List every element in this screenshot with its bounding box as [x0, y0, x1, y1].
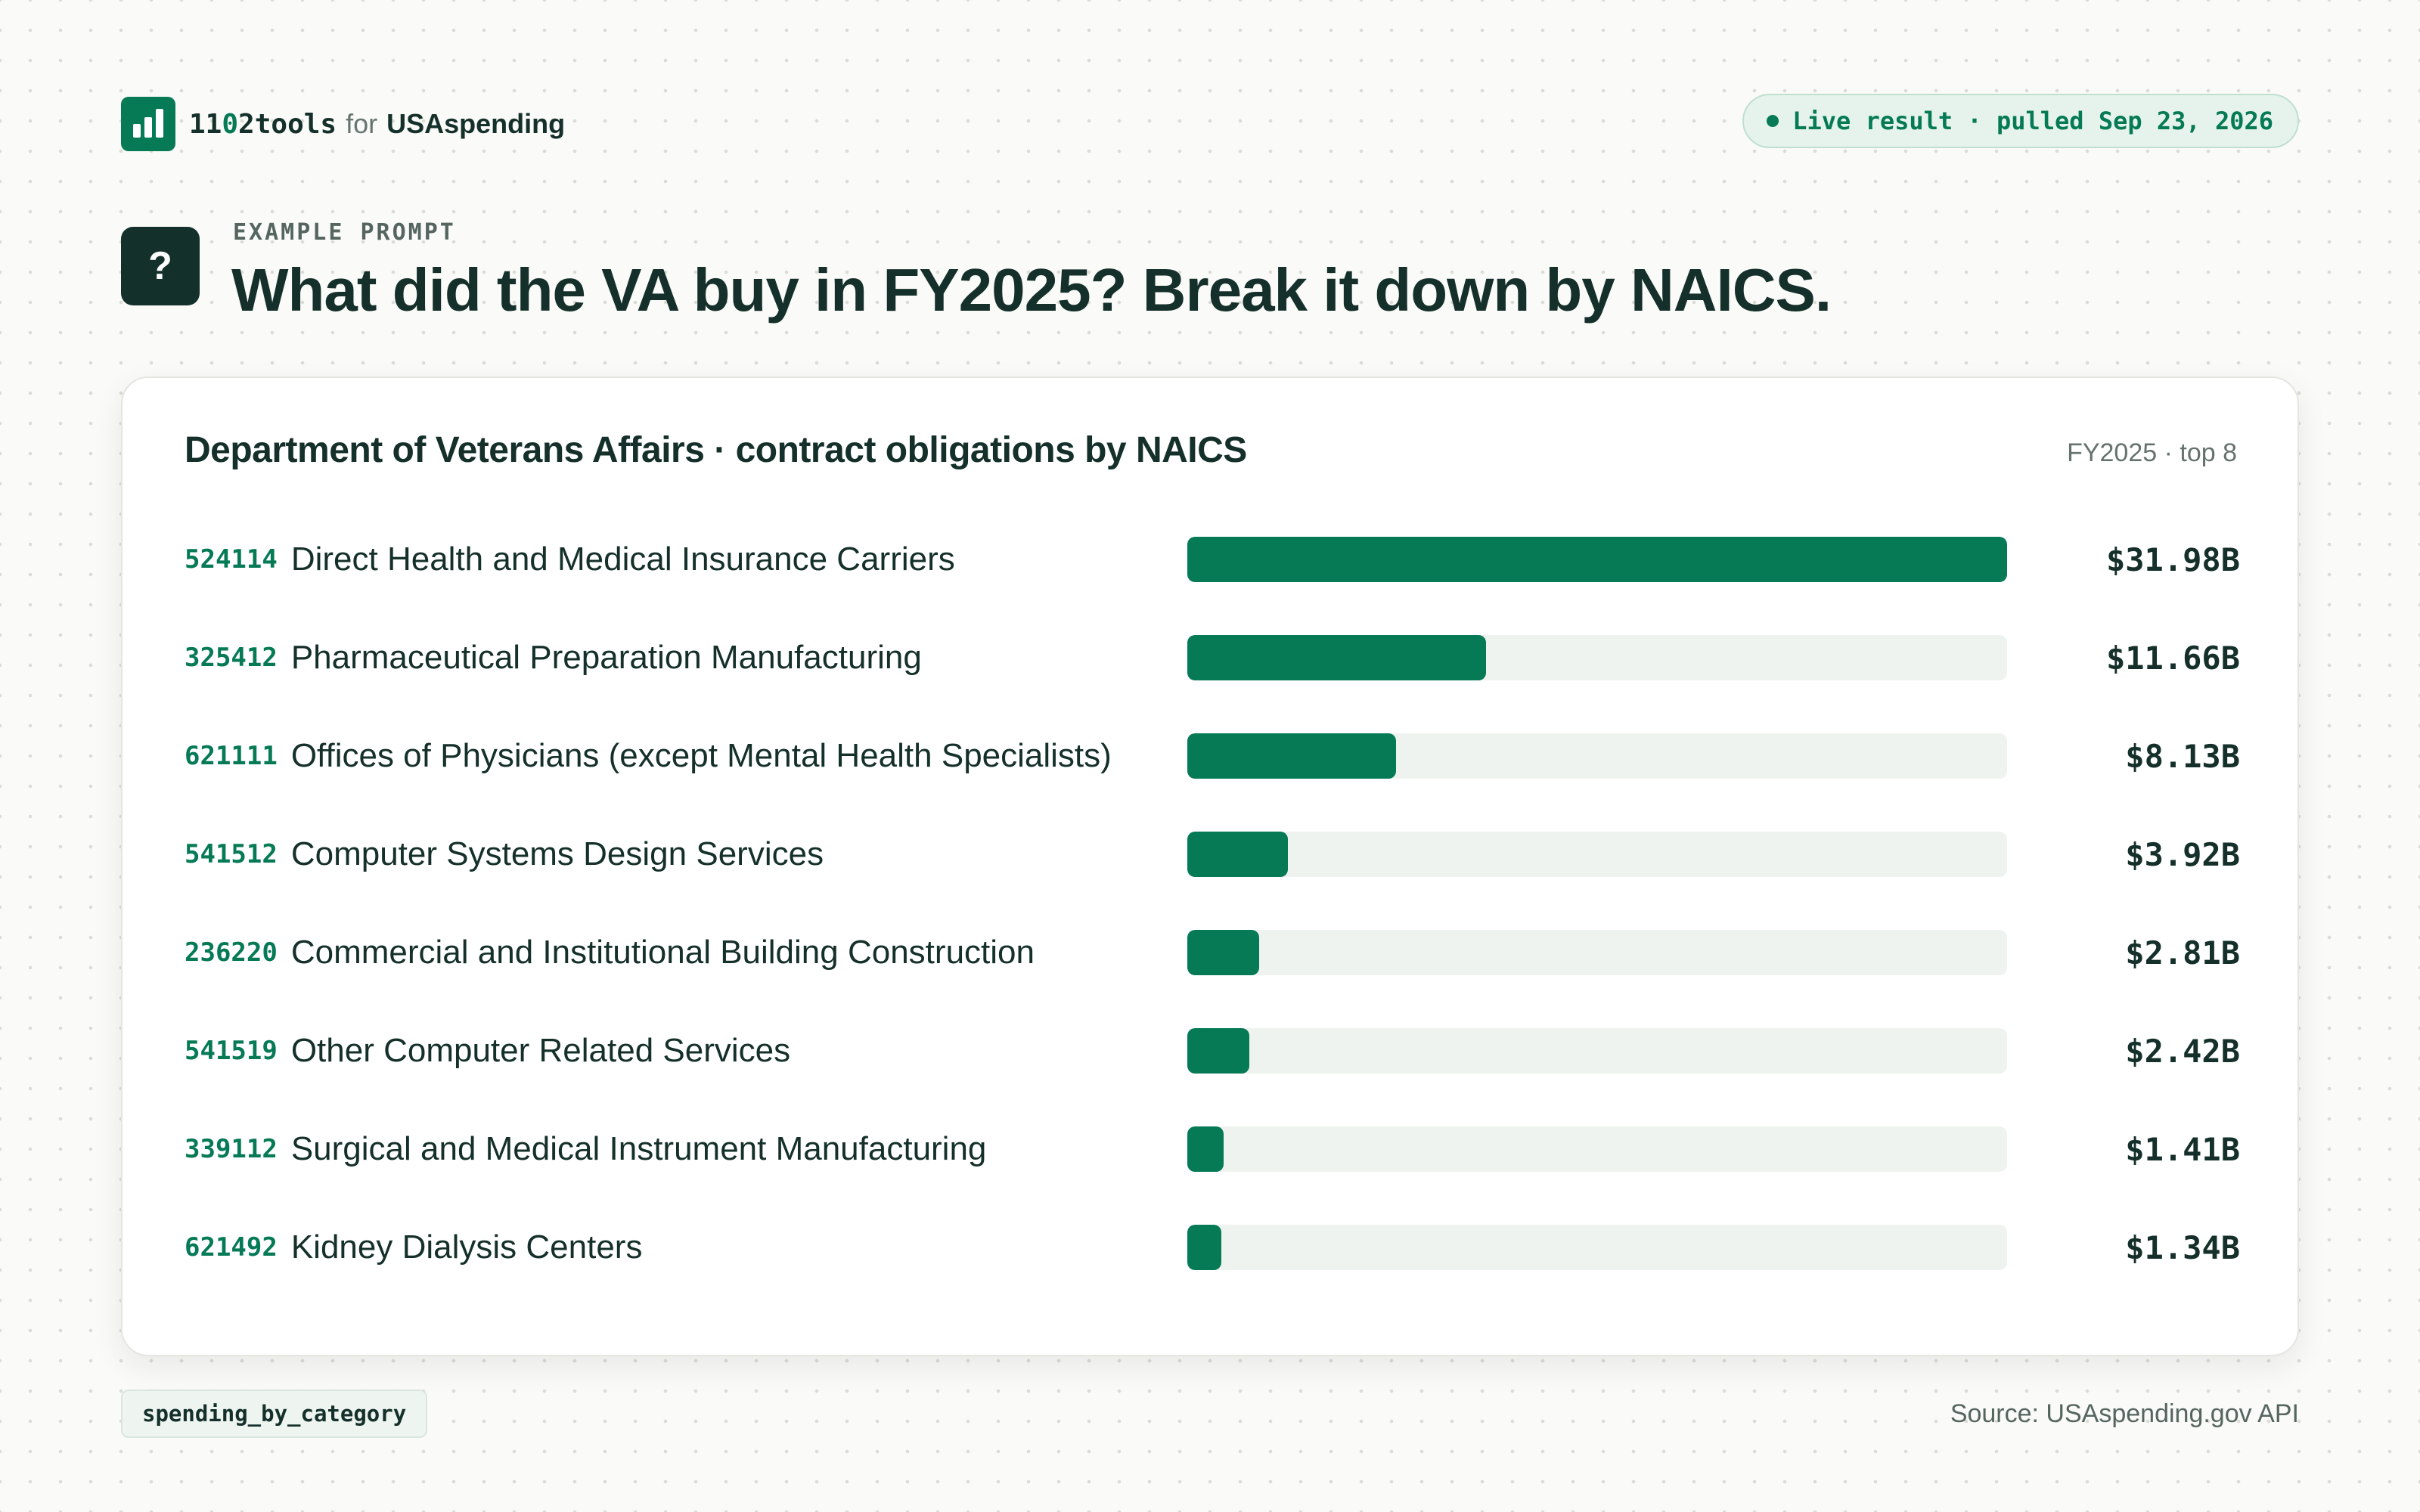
chart-row: 236220 Commercial and Institutional Build…	[185, 922, 2240, 983]
bar-value-label: $8.13B	[2125, 737, 2240, 775]
naics-bar-chart: 524114 Direct Health and Medical Insuranc…	[185, 529, 2240, 1315]
row-label: 541519 Other Computer Related Services	[185, 1021, 790, 1081]
naics-name: Offices of Physicians (except Mental Hea…	[290, 737, 1112, 774]
bar-chart-logo-icon	[121, 97, 175, 151]
naics-code: 621492	[185, 1232, 278, 1263]
naics-code: 325412	[185, 643, 278, 673]
brand-name-zero: 0	[222, 109, 239, 140]
chart-meta: FY2025 · top 8	[2067, 438, 2237, 467]
bar-value-label: $3.92B	[2125, 835, 2240, 873]
brand-for: for	[346, 108, 378, 139]
bar-value-label: $2.81B	[2125, 934, 2240, 971]
chart-row: 524114 Direct Health and Medical Insuranc…	[185, 529, 2240, 590]
row-label: 541512 Computer Systems Design Services	[185, 824, 824, 885]
bar	[1187, 1225, 1221, 1270]
bar	[1187, 1028, 1249, 1074]
bar-chart-icon	[133, 109, 163, 138]
prompt-eyebrow: EXAMPLE PROMPT	[233, 219, 456, 246]
chart-row: 339112 Surgical and Medical Instrument Ma…	[185, 1119, 2240, 1179]
bar-track	[1187, 930, 2007, 975]
row-label: 339112 Surgical and Medical Instrument Ma…	[185, 1119, 986, 1179]
bar-value-label: $31.98B	[2105, 541, 2240, 578]
naics-name: Direct Health and Medical Insurance Carr…	[290, 541, 955, 578]
bar	[1187, 832, 1288, 877]
naics-code: 236220	[185, 937, 278, 968]
bar-track	[1187, 635, 2007, 680]
brand-text: 1102tools for USAspending	[189, 108, 565, 140]
live-status-badge: Live result · pulled Sep 23, 2026	[1742, 94, 2299, 148]
brand-name-suffix: 2tools	[238, 109, 337, 140]
result-card: Department of Veterans Affairs · contrac…	[121, 376, 2299, 1356]
chart-row: 621111 Offices of Physicians (except Ment…	[185, 726, 2240, 786]
bar-track	[1187, 1028, 2007, 1074]
naics-name: Surgical and Medical Instrument Manufact…	[290, 1130, 987, 1167]
brand-org: USAspending	[386, 108, 566, 139]
row-label: 325412 Pharmaceutical Preparation Manufac…	[185, 627, 922, 688]
bar	[1187, 930, 1259, 975]
bar-track	[1187, 1126, 2007, 1172]
bar-value-label: $2.42B	[2125, 1032, 2240, 1070]
bar-value-label: $11.66B	[2105, 639, 2240, 677]
bar-value-label: $1.41B	[2125, 1130, 2240, 1168]
chart-row: 541512 Computer Systems Design Services $3…	[185, 824, 2240, 885]
bar-track	[1187, 1225, 2007, 1270]
row-label: 236220 Commercial and Institutional Build…	[185, 922, 1035, 983]
row-label: 621492 Kidney Dialysis Centers	[185, 1217, 642, 1278]
naics-code: 621111	[185, 741, 278, 771]
live-status-text: Live result · pulled Sep 23, 2026	[1792, 107, 2273, 135]
bar-track	[1187, 832, 2007, 877]
chart-title: Department of Veterans Affairs · contrac…	[185, 430, 1247, 470]
brand-name: 1102tools	[189, 109, 337, 140]
naics-name: Commercial and Institutional Building Co…	[290, 934, 1035, 971]
question-icon: ?	[121, 227, 200, 305]
top-bar: 1102tools for USAspending Live result · …	[121, 94, 2299, 151]
naics-name: Other Computer Related Services	[290, 1032, 791, 1069]
bar	[1187, 537, 2007, 582]
naics-code: 524114	[185, 544, 278, 575]
endpoint-tag: spending_by_category	[121, 1390, 428, 1438]
bar	[1187, 733, 1396, 779]
bar-track	[1187, 537, 2007, 582]
chart-row: 621492 Kidney Dialysis Centers $1.34B	[185, 1217, 2240, 1278]
brand-name-prefix: 11	[189, 109, 222, 140]
naics-code: 339112	[185, 1134, 278, 1164]
row-label: 621111 Offices of Physicians (except Ment…	[185, 726, 1112, 786]
brand[interactable]: 1102tools for USAspending	[121, 97, 565, 151]
naics-name: Kidney Dialysis Centers	[290, 1228, 643, 1266]
prompt-question: What did the VA buy in FY2025? Break it …	[231, 256, 1832, 324]
chart-row: 541519 Other Computer Related Services $2.…	[185, 1021, 2240, 1081]
row-label: 524114 Direct Health and Medical Insuranc…	[185, 529, 955, 590]
bar	[1187, 1126, 1224, 1172]
naics-name: Pharmaceutical Preparation Manufacturing	[290, 639, 922, 676]
naics-name: Computer Systems Design Services	[290, 835, 824, 872]
naics-code: 541519	[185, 1036, 278, 1066]
bar-track	[1187, 733, 2007, 779]
bar	[1187, 635, 1486, 680]
source-note: Source: USAspending.gov API	[1950, 1399, 2299, 1428]
chart-row: 325412 Pharmaceutical Preparation Manufac…	[185, 627, 2240, 688]
naics-code: 541512	[185, 839, 278, 869]
live-dot-icon	[1767, 115, 1779, 127]
bar-value-label: $1.34B	[2125, 1228, 2240, 1266]
